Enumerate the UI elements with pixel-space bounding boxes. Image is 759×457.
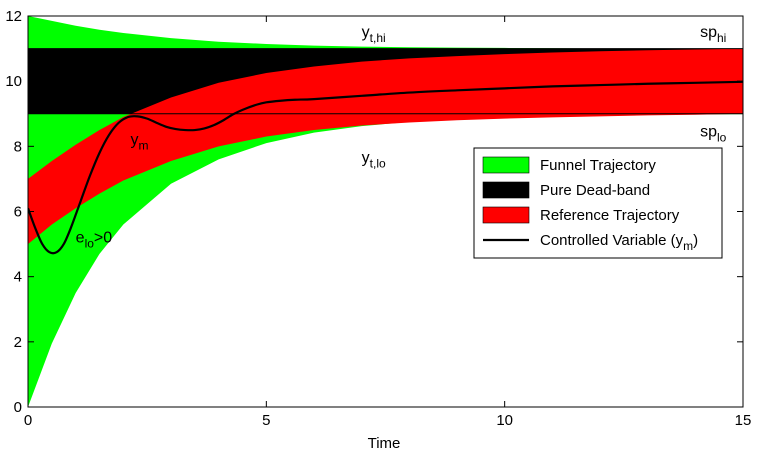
annotation-sp-lo: splo	[700, 124, 727, 145]
y-tick-label: 2	[14, 334, 22, 351]
annotation-e-lo: elo>0	[76, 229, 113, 250]
y-tick-label: 8	[14, 138, 22, 155]
annotations: yt,hi sphi splo yt,lo ym elo>0	[76, 24, 727, 250]
y-tick-label: 6	[14, 204, 22, 221]
annotation-sp-hi: sphi	[700, 24, 726, 45]
annotation-y-t-lo: yt,lo	[362, 150, 386, 171]
x-axis-label: Time	[368, 435, 401, 452]
legend-label-pure-dead-band: Pure Dead-band	[540, 182, 650, 199]
plot-area	[28, 16, 743, 407]
y-tick-label: 10	[5, 73, 22, 90]
x-tick-label: 15	[735, 412, 752, 429]
legend-swatch-pure-dead-band	[482, 181, 530, 199]
series-layer	[28, 16, 743, 407]
legend-swatch-reference-trajectory	[482, 206, 530, 224]
axes: 0 5 10 15 0 2 4 6 8 10 12	[5, 8, 751, 429]
y-tick-label: 12	[5, 8, 22, 25]
y-tick-label: 0	[14, 399, 22, 416]
controlled-variable-line	[28, 80, 743, 255]
legend: Funnel Trajectory Pure Dead-band Reference…	[473, 147, 723, 259]
annotation-y-t-hi: yt,hi	[362, 24, 386, 45]
x-tick-label: 0	[24, 412, 32, 429]
band-reference-trajectory	[28, 48, 743, 245]
y-tick-label: 4	[14, 269, 22, 286]
x-tick-label: 10	[496, 412, 513, 429]
legend-swatch-funnel-trajectory	[482, 156, 530, 174]
x-tick-label: 5	[262, 412, 270, 429]
legend-label-reference-trajectory: Reference Trajectory	[540, 207, 680, 224]
annotation-y-m: ym	[130, 132, 148, 153]
legend-label-controlled-variable-y: Controlled Variable (ym)	[540, 232, 698, 253]
legend-label-funnel-trajectory: Funnel Trajectory	[540, 157, 656, 174]
